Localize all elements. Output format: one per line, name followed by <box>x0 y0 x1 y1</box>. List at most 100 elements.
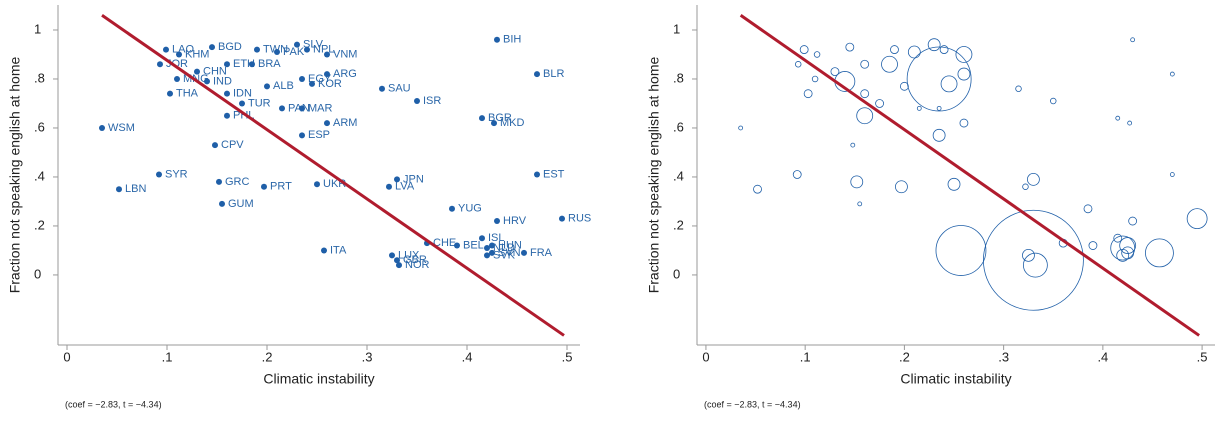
point-label: VNM <box>333 48 357 60</box>
bubble <box>1186 208 1208 230</box>
bubble <box>753 184 762 194</box>
point <box>321 247 327 254</box>
point <box>224 112 230 119</box>
bubble <box>916 105 922 111</box>
bubble <box>881 55 898 73</box>
x-tick-label: .4 <box>462 349 473 364</box>
bubble <box>940 75 958 93</box>
panel: 0 .2 .4 .6 .8 1 0 .1 .2 .3 .4 .5 Climatic instabilit… <box>646 5 1215 409</box>
x-tick-label: .1 <box>800 349 811 364</box>
point-label: SAU <box>388 83 411 95</box>
point <box>324 71 330 78</box>
bubble <box>1027 173 1040 186</box>
point-label: THA <box>176 88 199 100</box>
bubble <box>1128 216 1138 226</box>
bubble <box>935 225 987 276</box>
bubble <box>895 180 908 194</box>
bubble <box>1169 172 1175 177</box>
bubble <box>1022 248 1035 262</box>
point-label: FRA <box>530 247 553 259</box>
point <box>299 105 305 112</box>
x-tick-label: .4 <box>1097 349 1108 364</box>
bubble <box>1015 85 1022 93</box>
point <box>174 75 180 82</box>
bubble <box>850 175 864 189</box>
y-tick-label: 1 <box>34 21 41 36</box>
x-tick-label: .2 <box>262 349 273 364</box>
bubble <box>1050 97 1057 105</box>
point-label: ARG <box>333 68 357 80</box>
x-tick-label: .5 <box>1197 349 1208 364</box>
point <box>491 120 497 127</box>
point <box>479 235 485 242</box>
bubble <box>875 99 884 108</box>
point-label: CHN <box>203 66 227 78</box>
bubble <box>947 177 961 191</box>
note: (coef = −2.83, t = −4.34) <box>65 399 162 409</box>
bubble <box>890 45 899 54</box>
point <box>324 51 330 58</box>
point <box>209 44 215 51</box>
x-axis-title: Climatic instability <box>263 371 374 387</box>
point <box>274 49 280 56</box>
bubble <box>1116 248 1130 262</box>
point <box>254 46 260 53</box>
point <box>379 85 385 92</box>
point <box>414 98 420 105</box>
y-tick-label: 1 <box>673 21 680 36</box>
y-tick-label: .8 <box>34 70 45 85</box>
bubble <box>794 61 802 68</box>
point-label: LUX <box>398 249 420 261</box>
point <box>219 200 225 207</box>
point-label: TUR <box>248 97 271 109</box>
bubble <box>1113 233 1123 243</box>
point-label: MKD <box>500 117 525 129</box>
point-label: EST <box>543 168 565 180</box>
point-label: ETH <box>233 58 255 70</box>
point-label: KOR <box>318 78 342 90</box>
point-label: NOR <box>405 259 430 271</box>
point-label: NPL <box>313 43 334 55</box>
point-label: LVA <box>395 181 415 193</box>
point <box>484 244 490 251</box>
bubble <box>857 201 863 207</box>
point-label: HRV <box>503 215 527 227</box>
point <box>239 100 245 107</box>
bubble <box>850 142 856 148</box>
bubble <box>899 81 909 91</box>
point <box>394 176 400 183</box>
point <box>224 90 230 97</box>
y-axis-title: Fraction not speaking english at home <box>7 56 23 293</box>
bubble <box>955 46 973 63</box>
y-tick-label: .6 <box>34 119 45 134</box>
point-label: GRC <box>225 176 250 188</box>
point-label: PAK <box>283 46 305 58</box>
y-tick-label: .8 <box>673 70 684 85</box>
bubble <box>845 42 855 52</box>
point-label: SVN <box>498 247 521 259</box>
point <box>534 71 540 78</box>
point <box>167 90 173 97</box>
point <box>489 249 495 256</box>
point-label: BRA <box>258 58 281 70</box>
bubble <box>1083 204 1093 214</box>
point <box>194 68 200 75</box>
point-label: SVK <box>493 249 516 261</box>
point <box>156 171 162 178</box>
bubble <box>1127 120 1133 126</box>
point <box>279 105 285 112</box>
bubble <box>856 107 874 125</box>
x-tick-label: 0 <box>702 349 709 364</box>
point-label: UKR <box>323 178 346 190</box>
point-label: ISR <box>423 95 441 107</box>
point <box>116 186 122 193</box>
point-label: SYR <box>165 168 188 180</box>
x-tick-label: .2 <box>899 349 910 364</box>
point <box>494 218 500 225</box>
fit-line <box>739 14 1200 337</box>
point-label: BIH <box>503 34 521 46</box>
point <box>314 181 320 188</box>
point-label: KHM <box>185 48 209 60</box>
point <box>559 215 565 222</box>
point-label: ISL <box>488 232 505 244</box>
